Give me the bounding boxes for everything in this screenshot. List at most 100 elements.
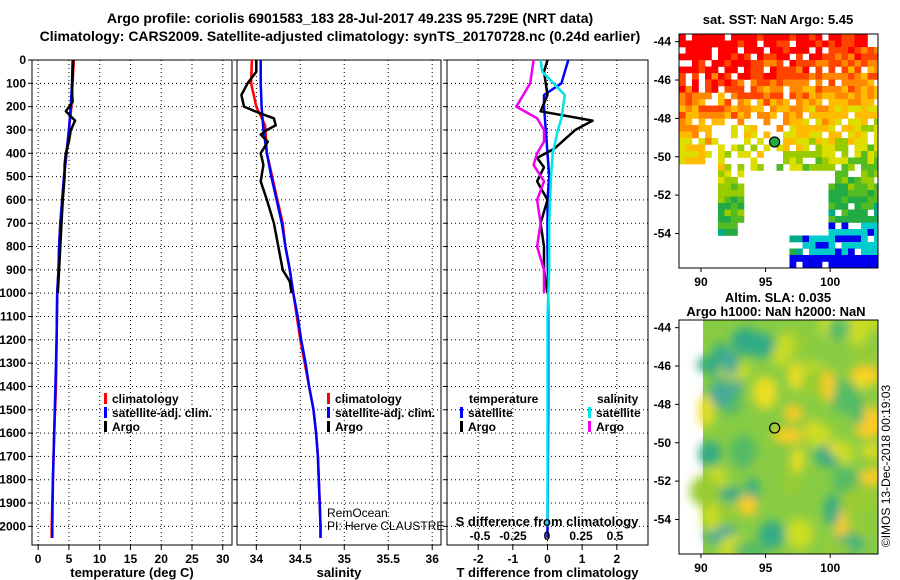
sst-cell <box>763 34 771 41</box>
sst-cell <box>731 79 738 87</box>
sst-cell <box>854 53 862 61</box>
sla-blob <box>824 493 840 528</box>
sst-cell <box>861 99 868 106</box>
sst-cell <box>822 60 829 67</box>
sst-cell <box>841 105 849 113</box>
sst-cell <box>679 53 686 61</box>
salinity-panel: 34 34.5 35 35.5 36 salinity climatologysatelli… <box>233 59 444 580</box>
sst-ytick-label: -48 <box>654 111 672 125</box>
sst-cell <box>861 86 868 93</box>
sst-cell <box>848 99 855 106</box>
sst-cell <box>718 60 725 67</box>
sst-cell <box>731 47 738 54</box>
temp-ytick-label: 1400 <box>0 379 26 393</box>
sst-cell <box>828 151 836 158</box>
sst-cell <box>724 112 732 119</box>
sst-cell <box>750 66 758 74</box>
sst-cell <box>867 229 875 236</box>
sst-cell <box>828 157 836 165</box>
sal-annotation-line2: PI: Herve CLAUSTRE <box>327 519 444 533</box>
sst-cell <box>841 40 849 48</box>
sst-cell <box>874 86 878 93</box>
sst-cell <box>698 125 706 132</box>
sst-cell <box>835 138 842 145</box>
sst-cell <box>835 131 842 139</box>
sst-cell <box>711 34 719 41</box>
sst-cell <box>783 112 790 119</box>
sst-cell <box>731 66 738 74</box>
sst-cell <box>815 92 823 100</box>
sst-cell <box>874 242 878 249</box>
sla-blob <box>772 427 804 444</box>
sal-xlabel: salinity <box>317 565 363 580</box>
sst-cell <box>867 86 875 93</box>
sst-cell <box>685 47 693 54</box>
sst-cell <box>718 151 725 158</box>
sst-cell <box>822 255 829 262</box>
sst-cell <box>692 47 699 54</box>
sst-cell <box>776 79 784 87</box>
sst-cell <box>698 105 706 113</box>
sst-cell <box>776 92 784 100</box>
sst-cell <box>731 131 738 139</box>
sst-cell <box>789 60 797 67</box>
sst-cell <box>809 92 816 100</box>
sst-cell <box>815 73 823 80</box>
sst-cell <box>802 151 810 158</box>
sst-cell <box>809 125 816 132</box>
sst-cell <box>867 261 875 268</box>
sst-cell <box>815 261 823 268</box>
sst-cell <box>841 235 849 243</box>
sst-cell <box>718 79 725 87</box>
sst-cell <box>874 216 878 223</box>
credit-text: ©IMOS 13-Dec-2018 00:19:03 <box>879 385 893 548</box>
sst-cell <box>770 112 777 119</box>
sst-cell <box>724 86 732 93</box>
sst-cell <box>848 131 855 139</box>
sst-cell <box>867 73 875 80</box>
sst-cell <box>815 118 823 126</box>
sst-cell <box>679 99 686 106</box>
sla-blob <box>822 368 835 404</box>
temp-ytick-label: 1700 <box>0 449 26 463</box>
temperature-panel: 0 5 10 15 20 25 300100200300400500600700800900… <box>0 53 233 580</box>
sst-cell <box>828 248 836 256</box>
sal-legend-label: satellite-adj. clim. <box>335 406 435 420</box>
sst-cell <box>867 105 875 113</box>
sst-cell <box>835 92 842 100</box>
sst-cell <box>750 73 758 80</box>
sst-cell <box>692 53 699 61</box>
temp-ytick-label: 300 <box>6 123 26 137</box>
sst-cell <box>757 138 764 145</box>
sst-cell <box>848 92 855 100</box>
sst-cell <box>679 157 686 165</box>
sst-cell <box>731 60 738 67</box>
sst-cell <box>744 112 751 119</box>
sst-cell <box>789 131 797 139</box>
sla-blob <box>858 469 878 486</box>
sst-cell <box>874 118 878 126</box>
sst-cell <box>815 53 823 61</box>
sst-cell <box>731 203 738 210</box>
sst-cell <box>841 47 849 54</box>
sst-cell <box>861 125 868 132</box>
sst-cell <box>724 170 732 178</box>
sla-xtick-label: 100 <box>820 561 840 575</box>
sst-cell <box>835 105 842 113</box>
sst-cell <box>737 164 745 171</box>
sst-cell <box>757 105 764 113</box>
sst-map: sat. SST: NaN Argo: 5.45 90 95 100 -44 -46 -48… <box>654 12 879 289</box>
sst-cell <box>854 73 862 80</box>
sst-cell <box>815 144 823 152</box>
sst-cell <box>854 99 862 106</box>
sla-blob <box>732 541 768 554</box>
sal-xtick-label: 34.5 <box>289 552 313 566</box>
sst-cell <box>867 92 875 100</box>
sst-cell <box>874 157 878 165</box>
sst-cell <box>685 118 693 126</box>
sst-cell <box>841 86 849 93</box>
sst-cell <box>835 183 842 191</box>
sst-cell <box>861 34 868 41</box>
sst-cell <box>815 105 823 113</box>
